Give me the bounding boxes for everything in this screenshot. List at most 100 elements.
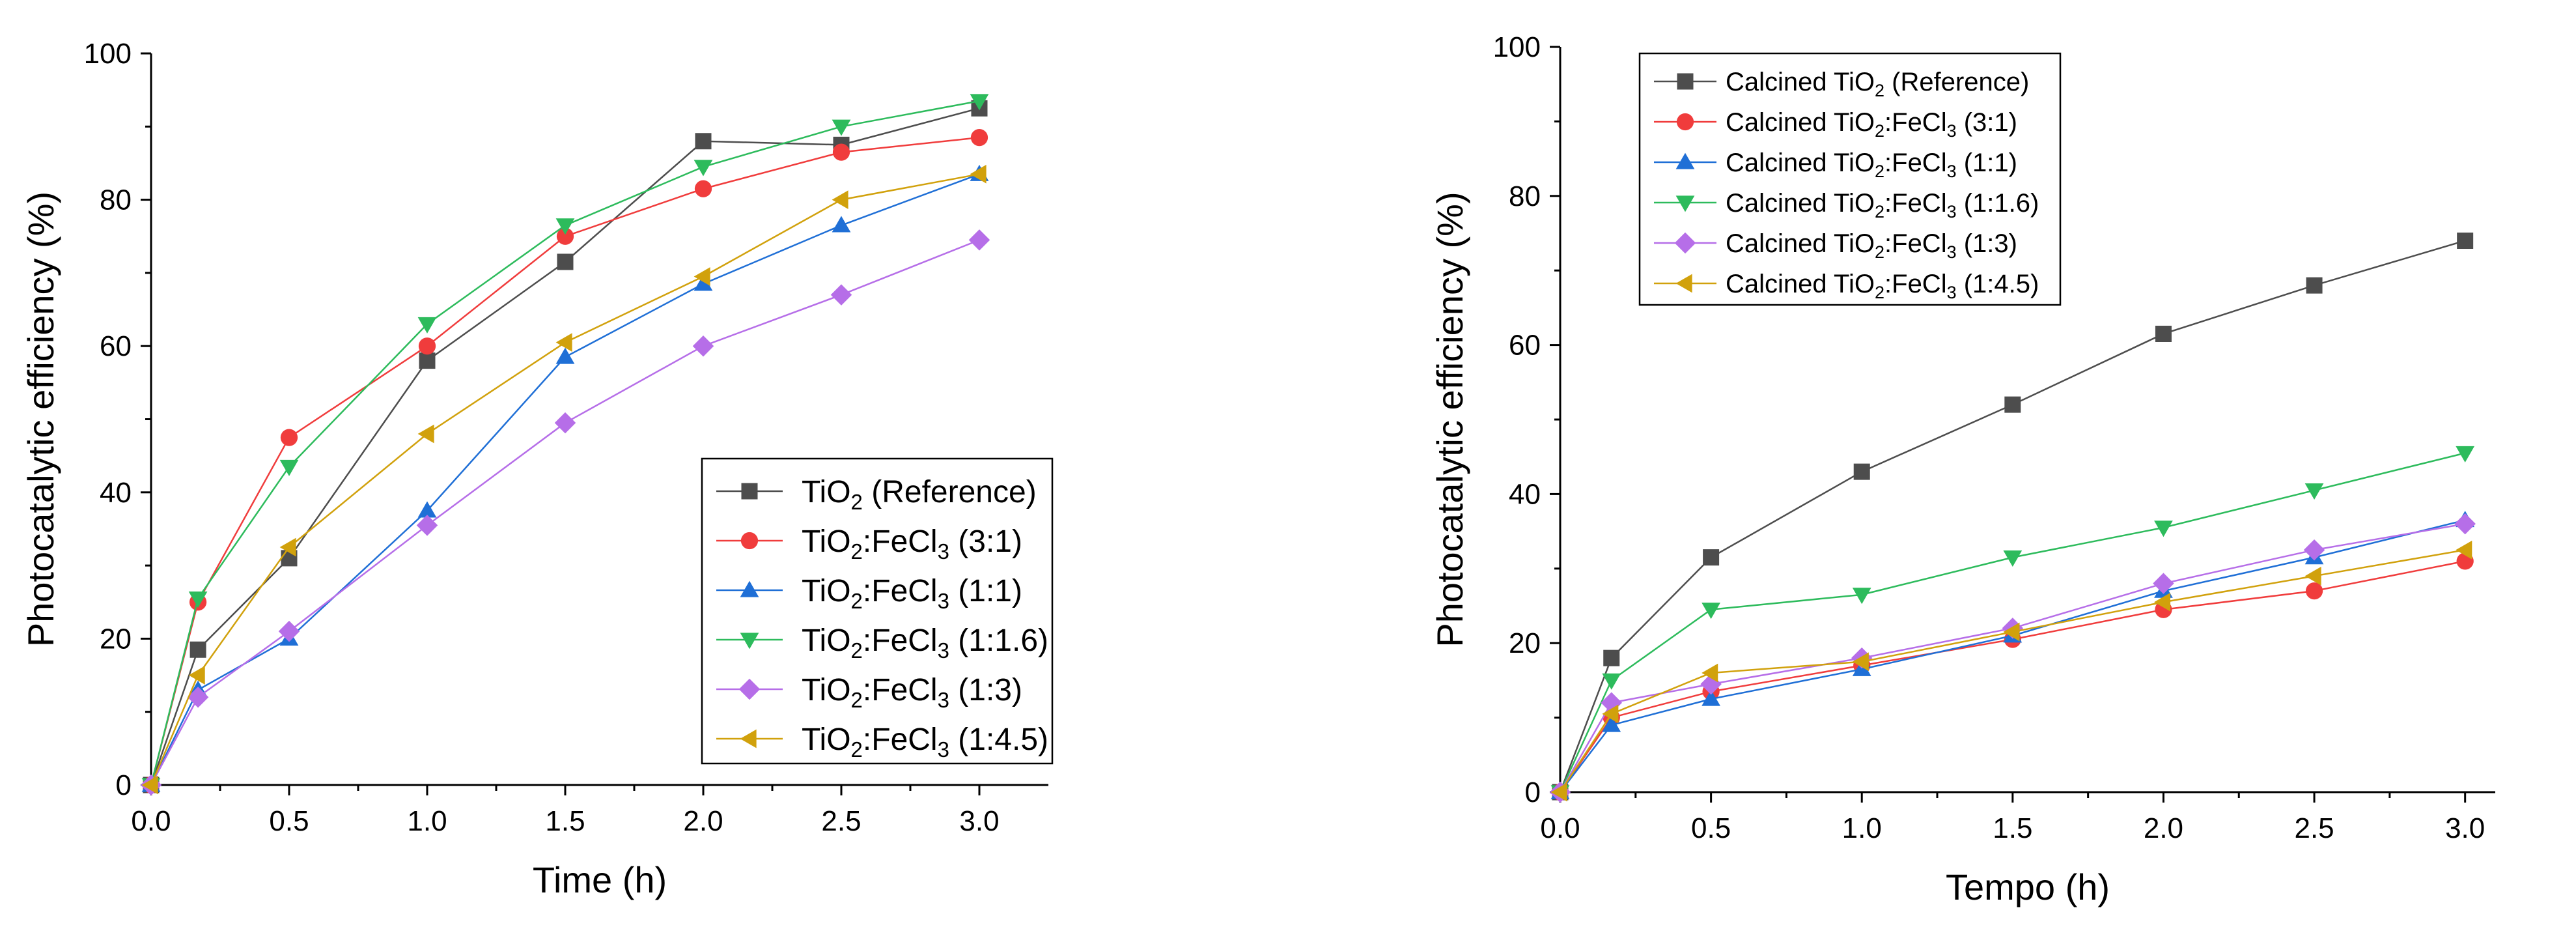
series-line	[1559, 560, 2465, 793]
y-tick-label: 80	[1509, 180, 1541, 212]
legend-text-part: :FeCl	[863, 673, 938, 707]
data-point	[2154, 521, 2173, 537]
data-point	[1853, 463, 1870, 480]
series-line	[1560, 519, 2465, 793]
legend-text-part: Calcined TiO	[1726, 68, 1875, 96]
legend-subscript: 2	[851, 737, 863, 762]
legend-text-part: Calcined TiO	[1726, 108, 1875, 137]
data-point	[968, 229, 990, 251]
legend-text-part: (1:1.6)	[949, 623, 1048, 658]
y-tick-label: 60	[1509, 330, 1541, 362]
legend-subscript: 3	[938, 589, 949, 613]
legend-label: TiO2:FeCl3 (3:1)	[802, 524, 1022, 563]
series-line	[150, 239, 980, 786]
legend-marker	[1675, 195, 1695, 212]
legend-marker	[1675, 274, 1692, 293]
data-point	[2305, 582, 2323, 600]
x-tick-label: 0.0	[131, 805, 171, 837]
x-tick-label: 3.0	[959, 805, 999, 837]
y-tick-label: 60	[100, 330, 132, 362]
legend-item: Calcined TiO2:FeCl3 (1:1)	[1654, 149, 2017, 181]
legend-subscript: 3	[1947, 202, 1957, 221]
legend-text-part: (1:4.5)	[949, 722, 1048, 757]
data-point	[2003, 622, 2020, 642]
legend-marker	[1676, 113, 1694, 131]
legend-subscript: 3	[938, 688, 949, 712]
legend-marker	[1677, 73, 1694, 90]
data-point	[187, 686, 209, 708]
legend-item: TiO2:FeCl3 (1:4.5)	[716, 722, 1048, 762]
legend-text-part: TiO	[802, 475, 851, 509]
legend-box	[1638, 52, 2062, 306]
y-tick-label: 20	[1509, 627, 1541, 659]
x-tick-label: 1.5	[545, 805, 585, 837]
legend-text-part: (1:1)	[949, 574, 1022, 608]
data-point	[1703, 549, 1720, 566]
x-tick-label: 0.0	[1540, 812, 1580, 844]
legend-label: TiO2:FeCl3 (1:3)	[802, 673, 1022, 712]
series-line	[1559, 240, 2466, 793]
legend-text-part: (1:1.6)	[1957, 189, 2039, 218]
data-point	[1701, 603, 1720, 620]
series-line	[1559, 549, 2465, 793]
data-point	[2004, 396, 2021, 413]
data-point	[419, 352, 436, 369]
y-tick-label: 40	[100, 477, 132, 509]
legend-subscript: 3	[938, 638, 949, 663]
data-point	[970, 164, 987, 184]
data-point	[1603, 649, 1620, 666]
data-point	[2304, 483, 2324, 500]
legend-subscript: 2	[851, 490, 863, 514]
legend-text-part: :FeCl	[1884, 229, 1947, 258]
y-axis-title: Photocatalytic efficiency (%)	[20, 192, 61, 647]
data-point	[694, 180, 712, 197]
legend-label: Calcined TiO2:FeCl3 (1:3)	[1726, 229, 2017, 262]
data-point	[693, 267, 710, 286]
legend: Calcined TiO2 (Reference)Calcined TiO2:F…	[1638, 52, 2062, 306]
legend-marker	[1675, 152, 1695, 169]
data-point	[555, 333, 572, 352]
legend-text-part: :FeCl	[1884, 149, 1947, 177]
series-line	[150, 173, 980, 786]
legend-subscript: 3	[1947, 162, 1957, 181]
data-point	[2303, 539, 2325, 561]
series-line	[150, 173, 980, 786]
legend-subscript: 3	[1947, 283, 1957, 302]
data-point	[189, 641, 206, 658]
series-line	[150, 136, 980, 786]
x-tick-label: 0.5	[1691, 812, 1731, 844]
data-point	[2454, 513, 2476, 535]
legend-item: TiO2:FeCl3 (1:1)	[716, 574, 1022, 613]
data-point	[555, 347, 575, 364]
legend-item: TiO2:FeCl3 (3:1)	[716, 524, 1022, 563]
legend-text-part: :FeCl	[1884, 108, 1947, 137]
data-point	[2456, 446, 2475, 463]
x-axis-title: Tempo (h)	[1946, 866, 2110, 907]
data-point	[970, 94, 989, 111]
legend-text-part: :FeCl	[863, 722, 938, 757]
legend-subscript: 2	[1875, 242, 1884, 262]
data-point	[1852, 652, 1869, 672]
legend-marker	[740, 580, 759, 597]
y-tick-label: 20	[100, 623, 132, 655]
x-tick-label: 1.0	[407, 805, 447, 837]
legend-subscript: 2	[1875, 81, 1884, 100]
x-tick-label: 2.5	[821, 805, 861, 837]
legend-marker	[740, 633, 759, 649]
legend-subscript: 3	[1947, 242, 1957, 262]
x-axis-title: Time (h)	[533, 859, 667, 900]
legend-item: Calcined TiO2:FeCl3 (1:4.5)	[1654, 270, 2039, 302]
data-point	[832, 143, 850, 161]
series-6	[1550, 540, 2472, 802]
data-point	[2304, 566, 2321, 586]
legend-text-part: TiO	[802, 722, 851, 757]
legend-text-part: :FeCl	[863, 524, 938, 559]
legend-text-part: TiO	[802, 673, 851, 707]
legend-subscript: 3	[938, 737, 949, 762]
data-point	[1602, 704, 1619, 724]
data-point	[2003, 550, 2023, 567]
y-axis-title: Photocatalytic efficiency (%)	[1429, 192, 1470, 647]
legend-text-part: :FeCl	[863, 574, 938, 608]
legend-subscript: 2	[1875, 162, 1884, 181]
legend-text-part: TiO	[802, 574, 851, 608]
